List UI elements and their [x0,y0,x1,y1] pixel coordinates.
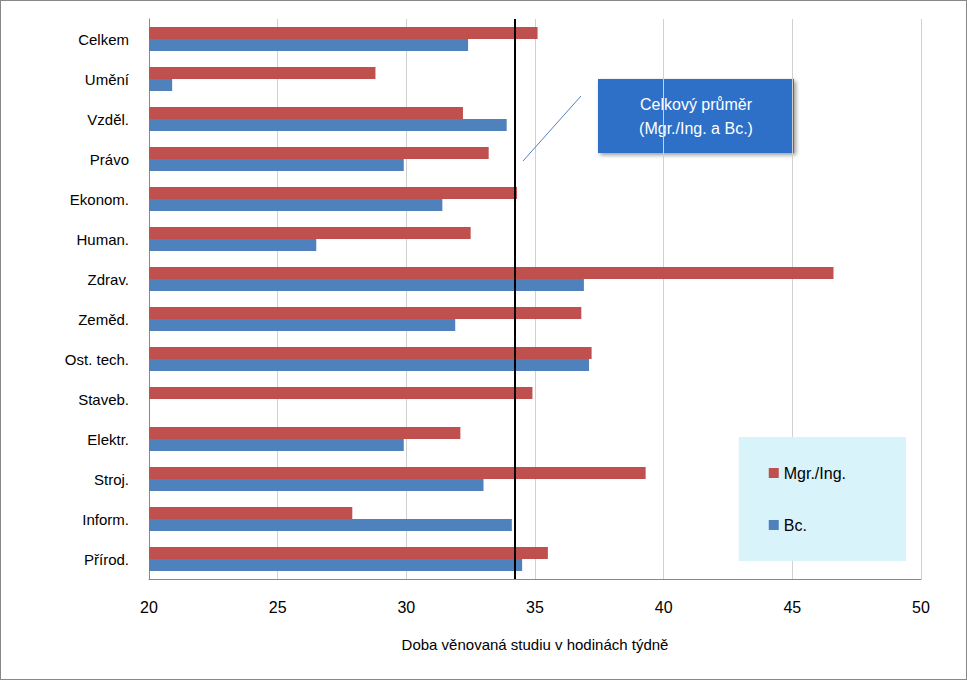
svg-text:Doba věnovaná studiu v hodinác: Doba věnovaná studiu v hodinách týdně [402,636,669,653]
svg-text:30: 30 [397,599,415,616]
svg-text:Zdrav.: Zdrav. [88,271,129,288]
svg-text:Elektr.: Elektr. [87,431,129,448]
svg-text:40: 40 [655,599,673,616]
svg-text:Vzděl.: Vzděl. [87,111,129,128]
svg-text:Celkový průměr: Celkový průměr [640,96,753,113]
svg-text:Přírod.: Přírod. [84,551,129,568]
svg-text:20: 20 [140,599,158,616]
svg-text:Staveb.: Staveb. [78,391,129,408]
svg-text:Ost. tech.: Ost. tech. [65,351,129,368]
svg-text:Bc.: Bc. [784,517,807,534]
svg-text:Celkem: Celkem [78,31,129,48]
svg-text:35: 35 [526,599,544,616]
svg-text:25: 25 [269,599,287,616]
svg-text:Zeměd.: Zeměd. [78,311,129,328]
svg-text:Stroj.: Stroj. [94,471,129,488]
svg-text:Umění: Umění [85,71,130,88]
svg-text:Inform.: Inform. [82,511,129,528]
svg-text:Mgr./Ing.: Mgr./Ing. [784,465,846,482]
svg-text:Ekonom.: Ekonom. [70,191,129,208]
svg-text:(Mgr./Ing. a Bc.): (Mgr./Ing. a Bc.) [639,120,753,137]
svg-text:45: 45 [783,599,801,616]
svg-text:Human.: Human. [76,231,129,248]
svg-text:50: 50 [912,599,930,616]
svg-text:Právo: Právo [90,151,129,168]
